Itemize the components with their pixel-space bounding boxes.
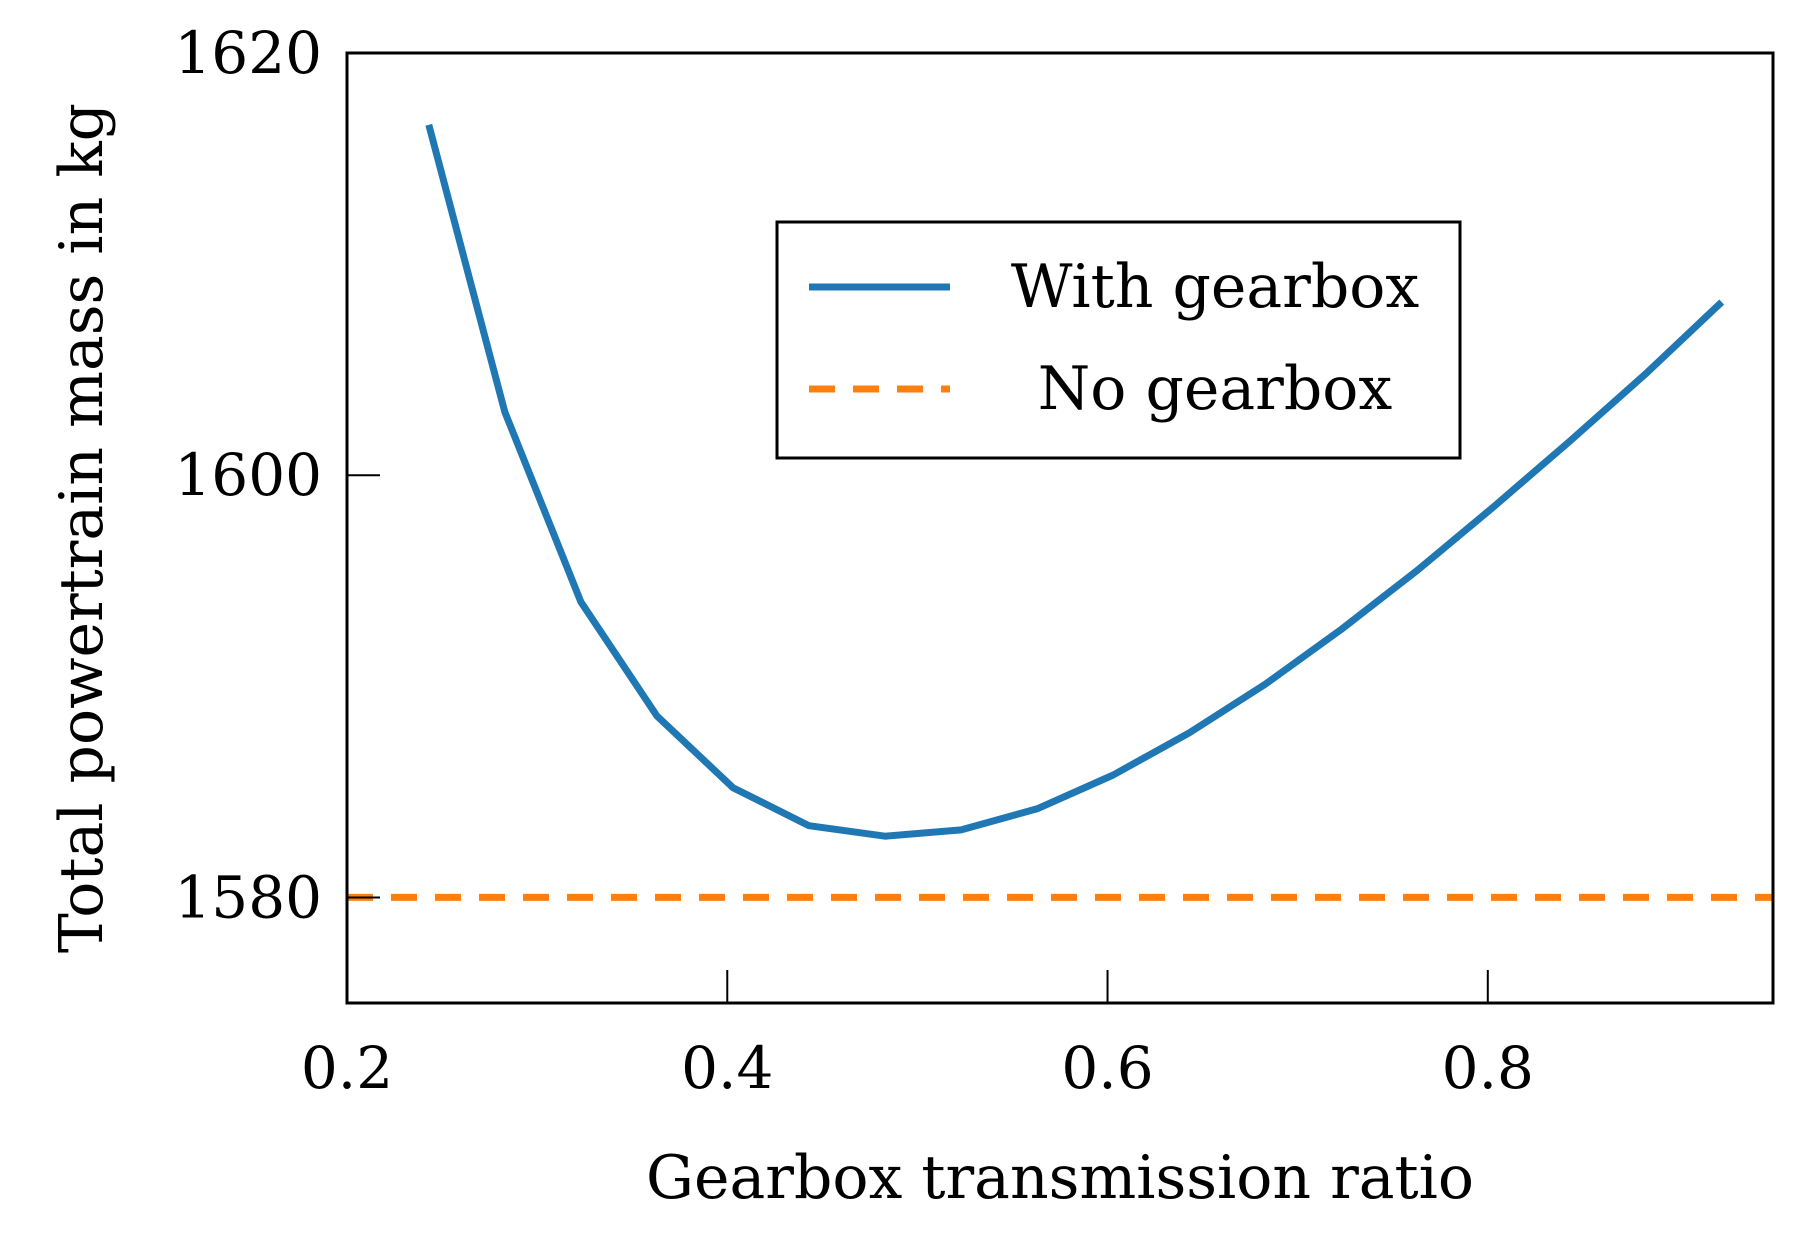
x-tick-label: 0.8 [1442, 1034, 1534, 1102]
x-axis-label: Gearbox transmission ratio [646, 1143, 1474, 1213]
x-tick-label: 0.4 [681, 1034, 773, 1102]
legend-label-2: No gearbox [1038, 354, 1393, 424]
x-tick-label: 0.2 [301, 1034, 393, 1102]
tick-layer: 0.2 0.4 0.6 0.8 1580 1600 1620 [174, 19, 1534, 1102]
y-tick-label: 1620 [174, 19, 322, 87]
y-tick-label: 1580 [174, 863, 322, 931]
series-line-1 [425, 123, 1725, 840]
legend-label-1: With gearbox [1011, 252, 1420, 322]
plot-frame [345, 51, 1775, 1005]
x-tick-label: 0.6 [1061, 1034, 1153, 1102]
legend: With gearbox No gearbox [775, 220, 1462, 460]
legend-box [775, 220, 1462, 460]
y-axis-label: Total powertrain mass in kg [47, 103, 117, 953]
series-layer [347, 123, 1773, 901]
y-tick-label: 1600 [174, 441, 322, 509]
